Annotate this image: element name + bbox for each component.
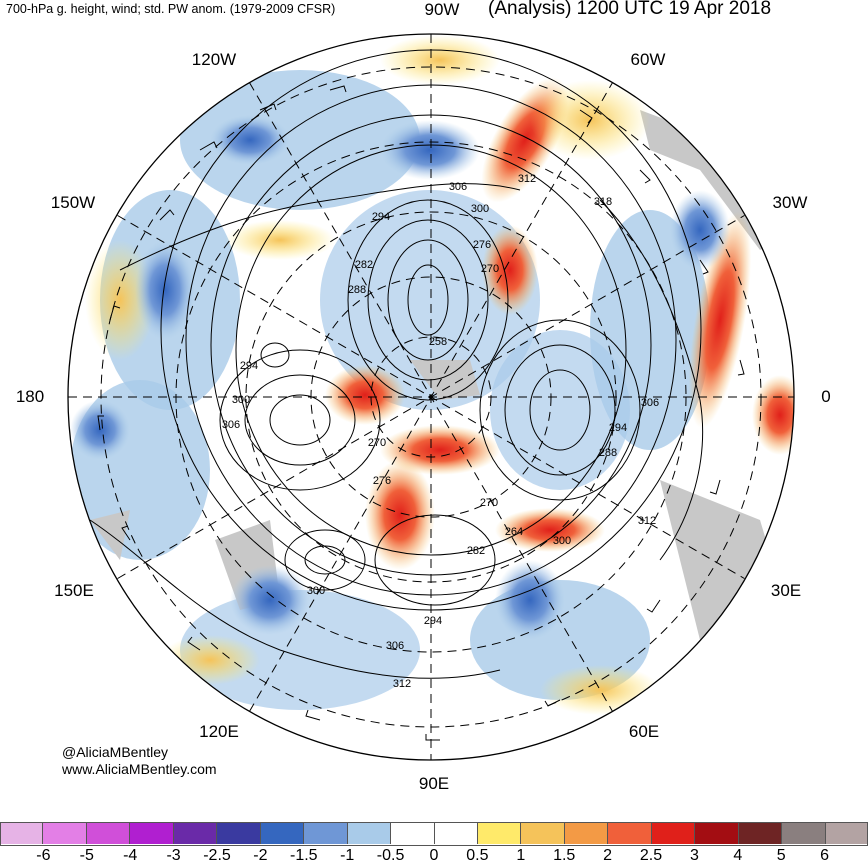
map-subtitle: 700-hPa g. height, wind; std. PW anom. (… xyxy=(6,2,336,16)
longitude-label-90w: 90W xyxy=(424,0,460,19)
colorbar-swatch xyxy=(86,822,131,844)
map-boundary xyxy=(67,33,795,761)
colorbar-swatch xyxy=(434,822,478,844)
colorbar-swatch xyxy=(477,822,522,844)
colorbar-tick-label: 2 xyxy=(603,847,613,864)
colorbar-swatch xyxy=(695,822,739,844)
colorbar-swatch xyxy=(825,822,868,844)
pw-anomaly-colorbar xyxy=(0,822,868,844)
contour-label: 312 xyxy=(393,678,411,690)
contour-label: 294 xyxy=(240,360,258,372)
colorbar-tick-label: 3 xyxy=(689,847,699,864)
longitude-label-120e: 120E xyxy=(199,722,239,741)
contour-label: 294 xyxy=(609,422,627,434)
colorbar-tick-label: 1.5 xyxy=(553,847,576,864)
contour-label: 258 xyxy=(429,336,447,348)
longitude-label-90e: 90E xyxy=(418,774,450,793)
contour-label: 318 xyxy=(594,196,612,208)
colorbar-outline xyxy=(0,822,868,846)
contour-label: 300 xyxy=(471,203,489,215)
colorbar-tick-label: -2 xyxy=(253,847,268,864)
colorbar-tick-label: -3 xyxy=(166,847,181,864)
colorbar-tick-label: 0 xyxy=(429,847,439,864)
colorbar-tick-label: -5 xyxy=(79,847,94,864)
contour-label: 282 xyxy=(355,259,373,271)
longitude-label-150e: 150E xyxy=(54,581,94,600)
contour-label: 288 xyxy=(348,284,366,296)
colorbar-swatch xyxy=(564,822,609,844)
colorbar-swatch xyxy=(391,822,435,844)
colorbar-swatch xyxy=(347,822,392,844)
colorbar-tick-label: -1 xyxy=(340,847,355,864)
contour-label: 300 xyxy=(553,535,571,547)
colorbar-tick-label: 0.5 xyxy=(466,847,489,864)
contour-label: 288 xyxy=(599,447,617,459)
longitude-label-0: 0 xyxy=(821,387,831,406)
colorbar-tick-label: 1 xyxy=(516,847,526,864)
longitude-label-30e: 30E xyxy=(770,581,802,600)
colorbar-swatch xyxy=(43,822,87,844)
contour-label: 306 xyxy=(222,419,240,431)
contour-label: 276 xyxy=(373,475,391,487)
colorbar-swatch xyxy=(651,822,696,844)
contour-label: 306 xyxy=(386,640,404,652)
longitude-label-60e: 60E xyxy=(628,722,660,741)
contour-label: 300 xyxy=(307,585,325,597)
longitude-label-60w: 60W xyxy=(630,50,666,69)
longitude-label-30w: 30W xyxy=(772,193,808,212)
colorbar-swatch xyxy=(738,822,783,844)
credit-handle: @AliciaMBentley xyxy=(62,744,169,760)
contour-value-labels: 306 300 294 276 270 312 318 282 288 294 … xyxy=(222,173,659,690)
colorbar-swatch xyxy=(0,822,44,844)
contour-label: 306 xyxy=(449,181,467,193)
contour-label: 282 xyxy=(467,545,485,557)
colorbar-tick-label: -6 xyxy=(36,847,51,864)
colorbar-tick-label: 4 xyxy=(733,847,743,864)
contour-label: 270 xyxy=(368,437,386,449)
contour-label: 270 xyxy=(481,263,499,275)
contour-label: 294 xyxy=(372,211,390,223)
colorbar-tick-label: 6 xyxy=(820,847,830,864)
contour-label: 276 xyxy=(473,239,491,251)
colorbar-swatch xyxy=(173,822,218,844)
longitude-label-150w: 150W xyxy=(50,193,96,212)
contour-label: 294 xyxy=(424,615,442,627)
contour-label: 312 xyxy=(638,515,656,527)
colorbar-tick-label: 2.5 xyxy=(639,847,663,864)
colorbar-swatch xyxy=(521,822,565,844)
colorbar-tick-label: -0.5 xyxy=(376,847,405,864)
colorbar-swatch xyxy=(782,822,826,844)
colorbar-swatch xyxy=(608,822,652,844)
colorbar-tick-label: -2.5 xyxy=(203,847,231,864)
longitude-label-180: 180 xyxy=(15,387,45,406)
colorbar-tick-label: -4 xyxy=(123,847,138,864)
colorbar-swatch xyxy=(130,822,174,844)
colorbar-tick-label: -1.5 xyxy=(290,847,318,864)
credit-website: www.AliciaMBentley.com xyxy=(62,761,217,777)
colorbar-swatch xyxy=(260,822,305,844)
colorbar-tick-label: 5 xyxy=(776,847,786,864)
graticule xyxy=(68,34,794,760)
analysis-time-title: (Analysis) 1200 UTC 19 Apr 2018 xyxy=(488,0,772,19)
contour-label: 264 xyxy=(505,526,523,538)
contour-label: 270 xyxy=(480,497,498,509)
contour-label: 300 xyxy=(232,394,250,406)
longitude-label-120w: 120W xyxy=(191,50,237,69)
contour-label: 306 xyxy=(641,397,659,409)
colorbar-swatch xyxy=(304,822,348,844)
contour-label: 312 xyxy=(518,173,536,185)
colorbar-swatch xyxy=(217,822,261,844)
